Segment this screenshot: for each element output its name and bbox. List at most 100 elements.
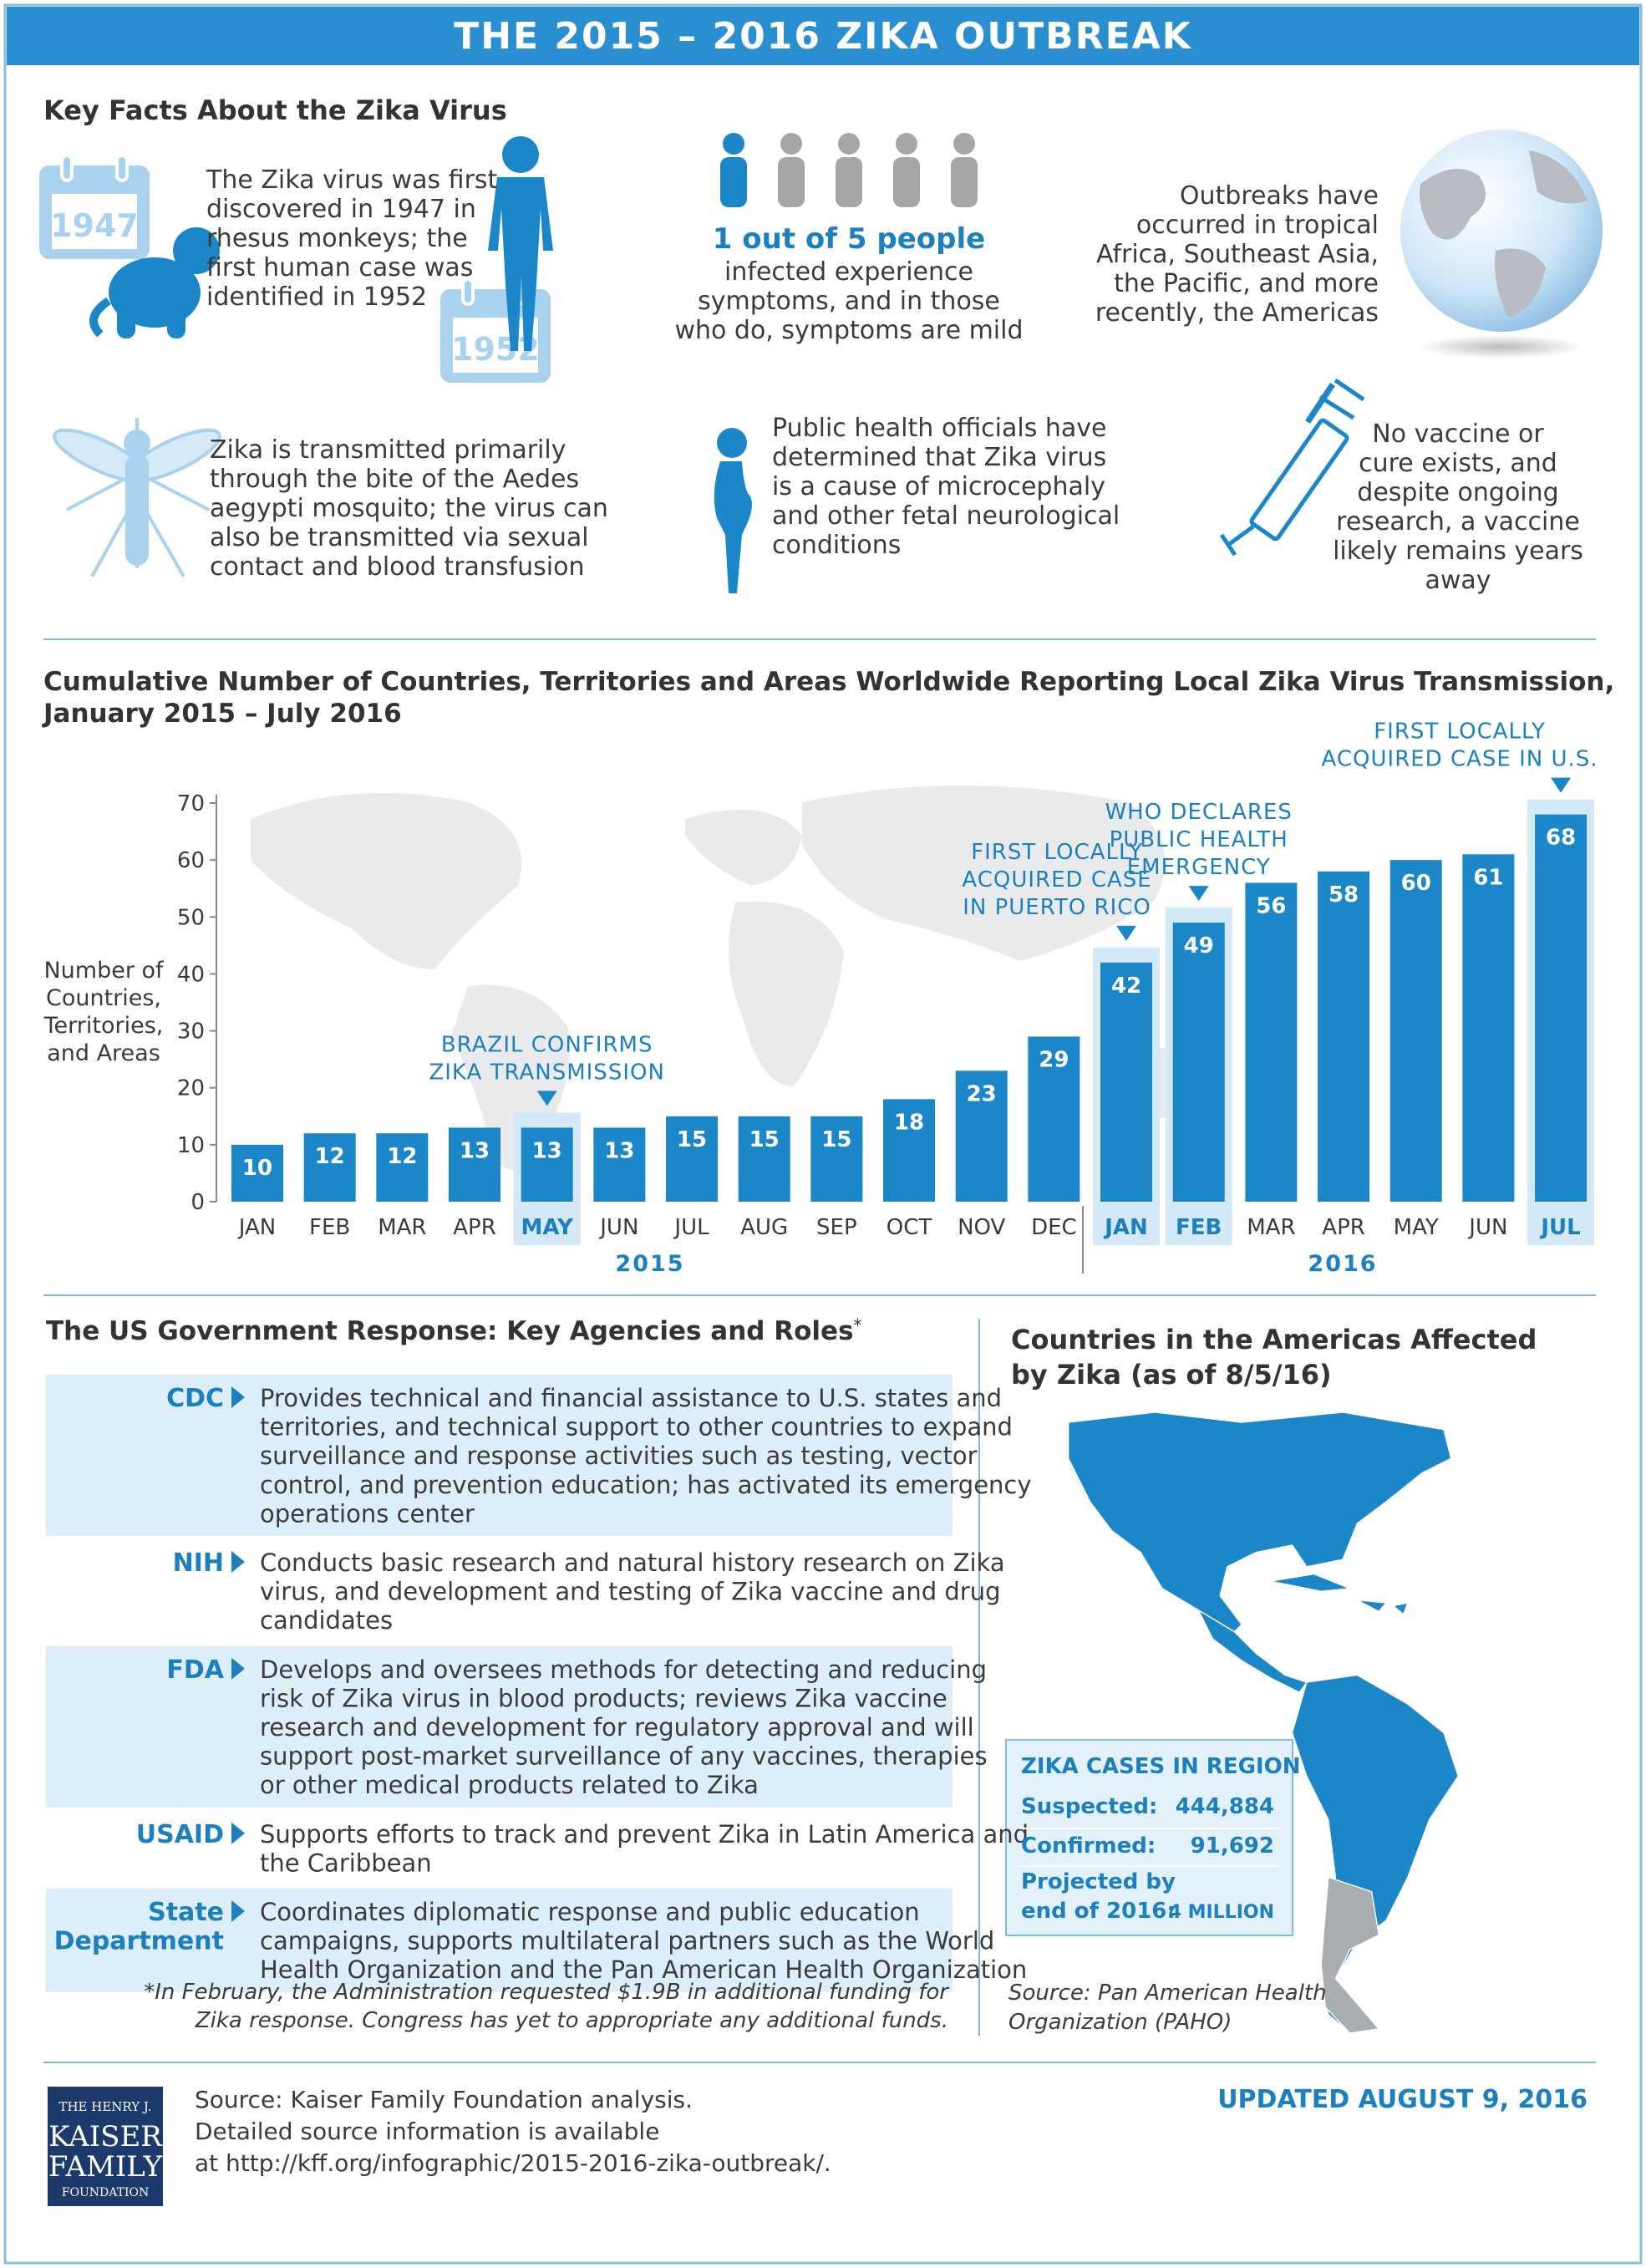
row-background: [46, 1645, 953, 1808]
cases-label: end of 2016:: [1021, 1899, 1176, 1924]
logo-text: FAMILY: [48, 2150, 163, 2184]
source-text: Source: Kaiser Family Foundation analysi…: [195, 2086, 693, 2113]
logo-text: THE HENRY J.: [58, 2099, 151, 2114]
fact-text: identified in 1952: [206, 282, 427, 312]
role-text: risk of Zika virus in blood products; re…: [260, 1684, 947, 1712]
source-text: Detailed source information is available: [195, 2118, 659, 2145]
section-title-mark: *: [854, 1315, 862, 1335]
value-label: 13: [604, 1138, 634, 1163]
annotation: PUBLIC HEALTH: [1110, 827, 1288, 852]
y-tick-label: 70: [177, 791, 205, 816]
calendar-icon: [39, 154, 150, 259]
value-label: 58: [1328, 882, 1359, 908]
fact-text: and other fetal neurological: [772, 501, 1120, 531]
fact-text: recently, the Americas: [1095, 298, 1379, 328]
agency-label: CDC: [166, 1384, 224, 1413]
annotation: WHO DECLARES: [1105, 800, 1292, 825]
section-title: by Zika (as of 8/5/16): [1011, 1359, 1332, 1391]
role-text: surveillance and response activities suc…: [260, 1442, 978, 1470]
syringe-icon: [1219, 378, 1365, 557]
cases-value: 91,692: [1191, 1833, 1274, 1859]
row-background: [46, 1889, 953, 1992]
role-text: Supports efforts to track and prevent Zi…: [260, 1820, 1029, 1848]
source-text: Source: Pan American Health: [1008, 1981, 1327, 2006]
cases-label: Confirmed:: [1021, 1833, 1156, 1859]
fact-text: Africa, Southeast Asia,: [1096, 240, 1379, 269]
bar: [810, 1116, 863, 1202]
fact-text: also be transmitted via sexual: [210, 523, 589, 552]
value-label: 49: [1184, 933, 1214, 959]
agency-arrow: [231, 1900, 245, 1922]
x-tick-label: JUN: [1467, 1215, 1507, 1240]
bar: [1318, 871, 1370, 1202]
section-title: The US Government Response: Key Agencies…: [46, 1315, 862, 1346]
bar: [521, 1127, 573, 1202]
y-tick-label: 30: [177, 1020, 205, 1045]
x-tick-label: AUG: [740, 1215, 788, 1240]
bar: [955, 1070, 1008, 1202]
people-icon: [720, 133, 978, 207]
agency-arrow: [231, 1386, 245, 1408]
annotation: FIRST LOCALLY: [971, 840, 1143, 865]
role-text: support post-market surveillance of any …: [260, 1742, 988, 1771]
x-tick-label: JAN: [237, 1215, 276, 1240]
bar: [376, 1133, 429, 1202]
fact-text: likely remains years: [1333, 536, 1583, 566]
value-label: 12: [315, 1144, 345, 1169]
fact-text: is a cause of microcephaly: [772, 472, 1105, 501]
bar: [1100, 962, 1153, 1202]
x-tick-label: MAR: [378, 1215, 426, 1240]
cases-title: ZIKA CASES IN REGION: [1021, 1754, 1300, 1779]
updated-date: UPDATED AUGUST 9, 2016: [1217, 2085, 1588, 2114]
annotation-arrow: [1188, 886, 1209, 902]
agency-arrow: [231, 1551, 245, 1573]
fact-text: away: [1425, 566, 1491, 595]
fact-text: aegypti mosquito; the virus can: [210, 494, 608, 523]
bar: [1172, 923, 1225, 1202]
footnote: *In February, the Administration request…: [144, 1980, 950, 2005]
section-title-text: The US Government Response: Key Agencies…: [46, 1316, 854, 1346]
x-tick-label: DEC: [1031, 1215, 1077, 1240]
y-tick-label: 40: [177, 962, 205, 987]
x-tick-label: MAY: [521, 1215, 575, 1240]
agency-label: Department: [54, 1927, 224, 1956]
chart-title: January 2015 – July 2016: [42, 699, 402, 729]
role-text: candidates: [260, 1606, 393, 1635]
annotation: EMERGENCY: [1127, 855, 1271, 880]
x-tick-label: APR: [453, 1215, 496, 1240]
value-label: 42: [1111, 974, 1141, 999]
y-tick-label: 10: [177, 1133, 205, 1158]
annotation-arrow: [1551, 777, 1572, 793]
annotation-arrow: [536, 1091, 557, 1106]
x-tick-label: JUL: [673, 1215, 709, 1240]
agency-label: NIH: [173, 1548, 224, 1578]
value-label: 10: [242, 1156, 272, 1181]
fact-text: determined that Zika virus: [772, 443, 1106, 472]
annotation: ACQUIRED CASE IN U.S.: [1322, 747, 1598, 772]
bar: [1028, 1036, 1080, 1202]
cases-value: 4 MILLION: [1169, 1902, 1274, 1923]
fact-text: The Zika virus was first: [206, 165, 498, 195]
value-label: 12: [387, 1144, 417, 1169]
value-label: 18: [894, 1110, 924, 1135]
logo-text: FOUNDATION: [62, 2186, 149, 2199]
cases-value: 444,884: [1176, 1794, 1274, 1819]
fact-text: symptoms, and in those: [698, 287, 1000, 316]
x-tick-label: SEP: [816, 1215, 857, 1240]
source-text: Organization (PAHO): [1008, 2010, 1232, 2035]
bar: [449, 1127, 501, 1202]
bar: [1535, 814, 1588, 1202]
role-text: research and development for regulatory …: [260, 1713, 974, 1742]
role-text: the Caribbean: [260, 1848, 432, 1877]
title: THE 2015 – 2016 ZIKA OUTBREAK: [454, 15, 1192, 58]
year-label: 2016: [1308, 1251, 1377, 1277]
x-tick-label: OCT: [887, 1215, 932, 1240]
annotation: FIRST LOCALLY: [1374, 720, 1546, 745]
value-label: 68: [1546, 826, 1576, 851]
world-map-background: [251, 786, 1212, 1170]
logo: [48, 2087, 163, 2206]
cases-label: Projected by: [1021, 1869, 1176, 1894]
logo-text: KAISER: [48, 2120, 163, 2154]
y-tick-label: 60: [177, 848, 205, 873]
fact-text: rhesus monkeys; the: [206, 224, 468, 253]
